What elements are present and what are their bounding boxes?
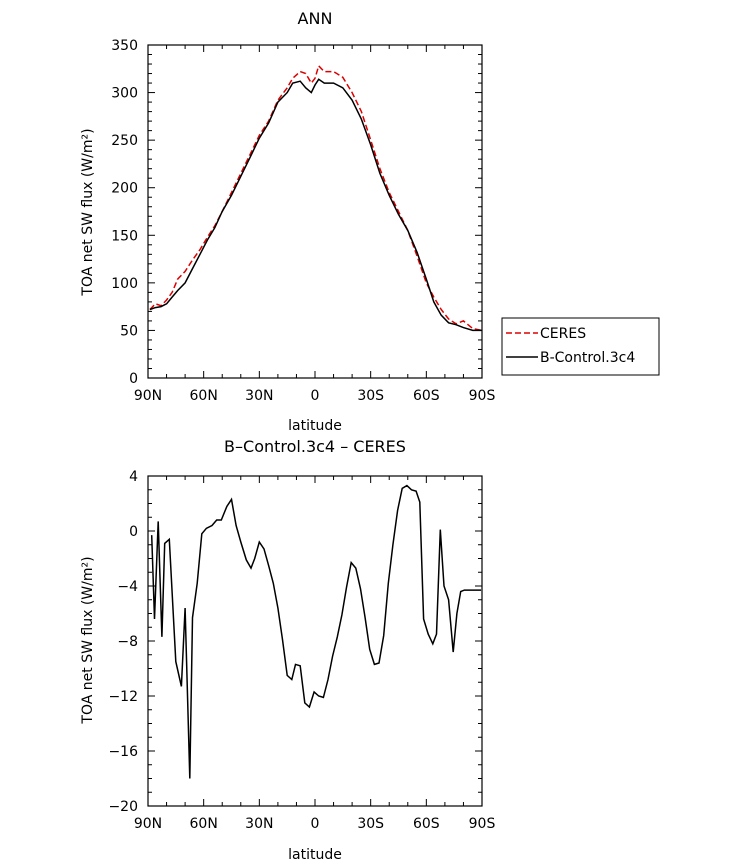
difference-panel: B–Control.3c4 – CERES 90N 60N 30N 0 30S 60S 90…: [80, 437, 495, 863]
panel1-frame: [147, 44, 483, 379]
panel1-ylabel: TOA net SW flux (W/m²): [80, 128, 96, 296]
panel1-series: [149, 64, 483, 332]
y-tick-label: 0: [129, 524, 138, 540]
panel2-x-tick-labels: 90N 60N 30N 0 30S 60S 90S: [134, 816, 496, 832]
x-tick-label: 30N: [245, 388, 273, 404]
x-tick-label: 60S: [413, 816, 440, 832]
x-tick-label: 30S: [357, 388, 384, 404]
y-tick-label: −8: [117, 634, 138, 650]
series-line-ceres: [149, 64, 483, 332]
difference-line: [150, 484, 482, 779]
panel2-title: B–Control.3c4 – CERES: [224, 437, 406, 456]
y-tick-label: 150: [111, 228, 138, 244]
panel1-title: ANN: [298, 9, 333, 28]
flux-panel: ANN 90N 60N 30N 0 30S 60S 90S 0 50 100 150 200 250 3…: [80, 9, 495, 434]
panel1-x-tick-labels: 90N 60N 30N 0 30S 60S 90S: [134, 388, 496, 404]
y-tick-label: 0: [129, 371, 138, 387]
x-tick-label: 60S: [413, 388, 440, 404]
x-tick-label: 0: [311, 816, 320, 832]
x-tick-label: 30S: [357, 816, 384, 832]
panel2-series: [150, 484, 482, 779]
legend-label-model: B-Control.3c4: [540, 350, 635, 366]
y-tick-label: −16: [108, 744, 138, 760]
y-tick-label: −12: [108, 689, 138, 705]
x-tick-label: 60N: [190, 388, 218, 404]
x-tick-label: 90N: [134, 388, 162, 404]
panel1-ticks: [147, 44, 483, 379]
y-tick-label: 350: [111, 38, 138, 54]
y-tick-label: −4: [117, 579, 138, 595]
y-tick-label: −20: [108, 799, 138, 815]
panel2-y-tick-labels: −20 −16 −12 −8 −4 0 4: [108, 469, 138, 815]
x-tick-label: 30N: [245, 816, 273, 832]
x-tick-label: 60N: [190, 816, 218, 832]
x-tick-label: 0: [311, 388, 320, 404]
panel1-y-tick-labels: 0 50 100 150 200 250 300 350: [111, 38, 138, 387]
y-tick-label: 250: [111, 133, 138, 149]
legend-box: [501, 317, 660, 376]
y-tick-label: 200: [111, 181, 138, 197]
y-tick-label: 300: [111, 86, 138, 102]
x-tick-label: 90S: [469, 388, 496, 404]
panel2-ticks: [147, 475, 483, 807]
legend: CERES B-Control.3c4: [501, 317, 660, 376]
x-tick-label: 90S: [469, 816, 496, 832]
y-tick-label: 100: [111, 276, 138, 292]
panel2-xlabel: latitude: [288, 847, 342, 863]
panel2-ylabel: TOA net SW flux (W/m²): [80, 556, 96, 724]
y-tick-label: 4: [129, 469, 138, 485]
y-tick-label: 50: [120, 323, 138, 339]
x-tick-label: 90N: [134, 816, 162, 832]
panel1-xlabel: latitude: [288, 418, 342, 434]
series-line-b-control-3c4: [149, 78, 482, 332]
legend-label-ceres: CERES: [540, 326, 586, 342]
